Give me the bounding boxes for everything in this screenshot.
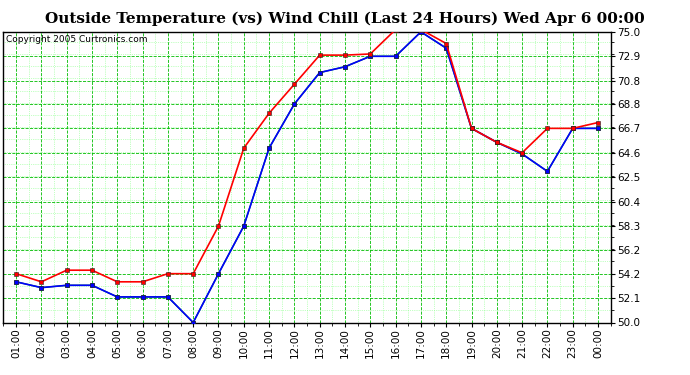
Text: Copyright 2005 Curtronics.com: Copyright 2005 Curtronics.com — [6, 35, 148, 44]
Text: Outside Temperature (vs) Wind Chill (Last 24 Hours) Wed Apr 6 00:00: Outside Temperature (vs) Wind Chill (Las… — [45, 11, 645, 26]
